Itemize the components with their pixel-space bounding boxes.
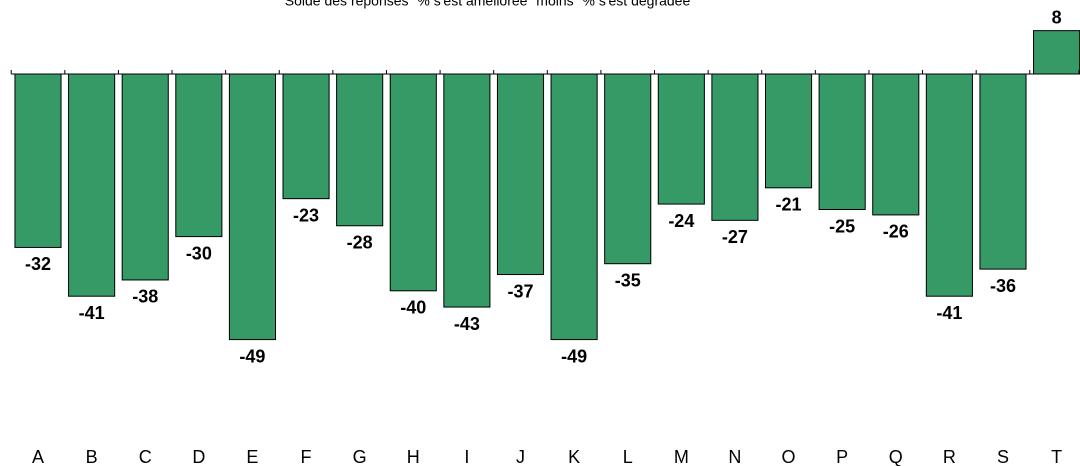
x-tick-label: K xyxy=(568,447,580,466)
bar xyxy=(68,73,116,297)
bar xyxy=(228,73,276,341)
value-label: -21 xyxy=(776,195,802,215)
value-label: 8 xyxy=(1052,7,1062,27)
x-tick-label: A xyxy=(32,447,44,466)
value-label: -36 xyxy=(990,276,1016,296)
x-tick-label: F xyxy=(301,447,312,466)
bar xyxy=(282,73,330,200)
value-label: -28 xyxy=(347,233,373,253)
bar xyxy=(764,73,813,189)
chart-title: Solde des réponses "% s'est améliorée" m… xyxy=(285,0,695,9)
value-label: -41 xyxy=(79,303,105,323)
x-tick-label: H xyxy=(407,447,420,466)
x-tick-label: T xyxy=(1051,447,1062,466)
x-tick-label: L xyxy=(623,447,633,466)
x-tick-label: I xyxy=(464,447,469,466)
bar xyxy=(979,73,1027,270)
bar xyxy=(14,73,62,248)
bar xyxy=(872,73,920,216)
bar xyxy=(121,73,169,281)
value-label: -37 xyxy=(507,281,533,301)
value-label: -49 xyxy=(239,346,265,366)
value-label: -40 xyxy=(400,298,426,318)
value-label: -32 xyxy=(25,254,51,274)
value-label: -43 xyxy=(454,314,480,334)
bar xyxy=(1033,30,1080,75)
value-label: -30 xyxy=(186,243,212,263)
value-label: -49 xyxy=(561,346,587,366)
x-tick-label: G xyxy=(353,447,367,466)
bar xyxy=(818,73,866,210)
value-label: -41 xyxy=(936,303,962,323)
bar xyxy=(443,73,491,308)
x-tick-label: E xyxy=(246,447,258,466)
x-tick-label: B xyxy=(86,447,98,466)
x-tick-label: Q xyxy=(889,447,903,466)
value-label: -25 xyxy=(829,216,855,236)
x-tick-label: S xyxy=(997,447,1009,466)
bar xyxy=(336,73,384,227)
x-tick-label: O xyxy=(782,447,796,466)
bar xyxy=(496,73,545,276)
value-label: -26 xyxy=(883,222,909,242)
value-label: -24 xyxy=(668,211,694,231)
x-tick-label: R xyxy=(943,447,956,466)
bar xyxy=(711,73,759,221)
bar xyxy=(550,73,598,341)
x-tick-label: D xyxy=(192,447,205,466)
value-label: -27 xyxy=(722,227,748,247)
x-tick-label: P xyxy=(836,447,848,466)
bar xyxy=(657,73,705,205)
bar xyxy=(175,73,223,238)
value-label: -23 xyxy=(293,205,319,225)
x-tick-label: C xyxy=(139,447,152,466)
x-tick-label: M xyxy=(674,447,689,466)
value-label: -35 xyxy=(615,270,641,290)
bar xyxy=(389,73,437,292)
x-tick-label: J xyxy=(516,447,525,466)
x-tick-label: N xyxy=(728,447,741,466)
value-label: -38 xyxy=(132,287,158,307)
bar xyxy=(604,73,652,265)
bar xyxy=(925,73,973,297)
